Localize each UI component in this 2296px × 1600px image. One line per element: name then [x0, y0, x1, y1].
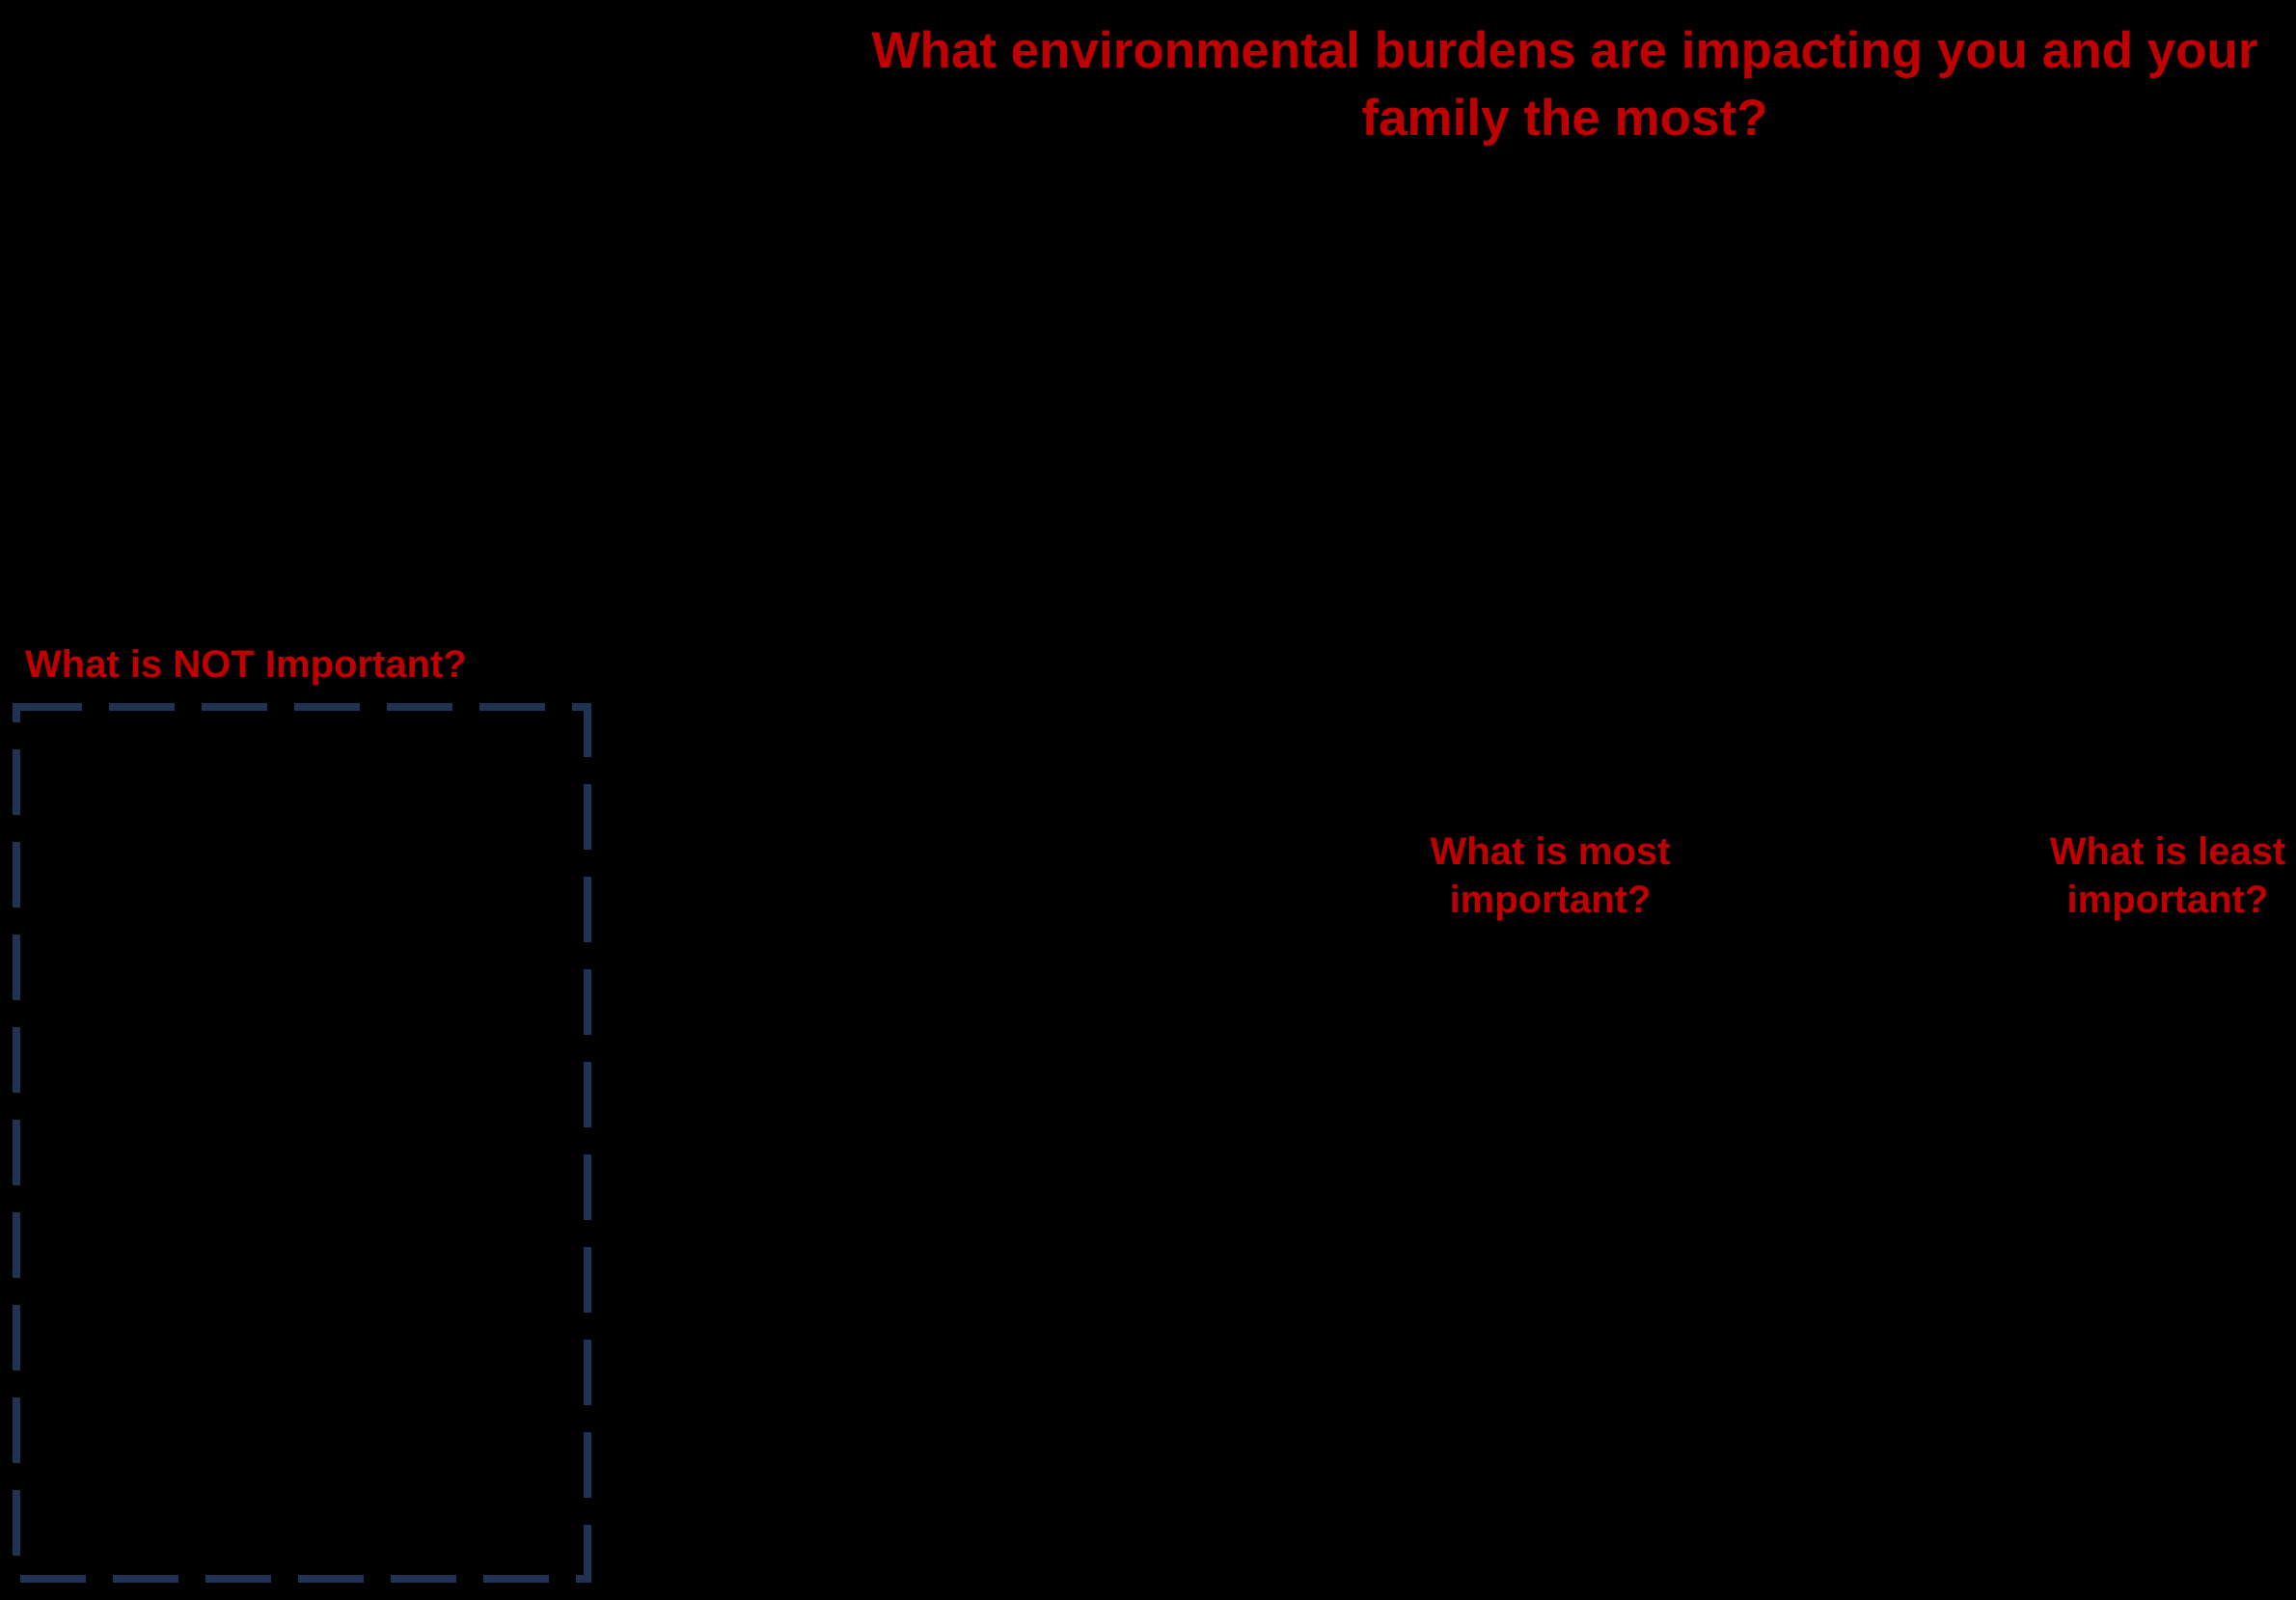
least-important-line-1: What is least — [2049, 830, 2286, 873]
least-important-line-2: important? — [2066, 879, 2269, 921]
slide-title-line-2: family the most? — [1361, 90, 1768, 147]
dashed-rectangle — [13, 703, 591, 1583]
most-important-heading: What is most important? — [1431, 827, 1671, 924]
most-important-line-1: What is most — [1430, 830, 1671, 873]
slide-title: What environmental burdens are impacting… — [803, 17, 2296, 152]
least-important-heading: What is least important? — [2050, 827, 2286, 924]
slide-title-line-1: What environmental burdens are impacting… — [871, 22, 2258, 79]
not-important-heading: What is NOT Important? — [25, 643, 467, 686]
most-important-line-2: important? — [1449, 879, 1652, 921]
not-important-drop-zone-box — [13, 703, 591, 1583]
